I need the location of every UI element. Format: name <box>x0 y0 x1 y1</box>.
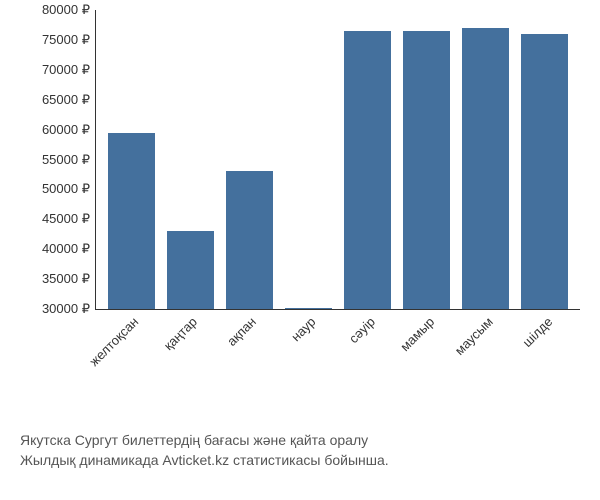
x-tick-label: мамыр <box>397 314 437 354</box>
y-tick-label: 45000 ₽ <box>42 211 96 227</box>
bar-slot <box>338 10 397 309</box>
bar-slot <box>161 10 220 309</box>
y-tick-label: 80000 ₽ <box>42 2 96 18</box>
caption-line-2: Жылдық динамикада Avticket.kz статистика… <box>20 450 580 470</box>
bar-slot <box>220 10 279 309</box>
bars-container <box>96 10 580 309</box>
bar-slot <box>515 10 574 309</box>
price-chart: 30000 ₽ 35000 ₽ 40000 ₽ 45000 ₽ 50000 ₽ 55000… <box>20 10 580 360</box>
bar <box>462 28 508 309</box>
y-tick-label: 60000 ₽ <box>42 122 96 138</box>
bar <box>285 308 331 309</box>
x-tick-label: ақпан <box>225 314 260 349</box>
x-tick-label: маусым <box>452 314 496 358</box>
y-tick-label: 75000 ₽ <box>42 32 96 48</box>
bar <box>108 133 154 309</box>
y-tick-label: 65000 ₽ <box>42 92 96 108</box>
x-tick-label: сәуір <box>346 314 378 346</box>
bar <box>344 31 390 309</box>
bar <box>167 231 213 309</box>
x-tick-label: наур <box>288 314 318 344</box>
bar-slot <box>397 10 456 309</box>
bar <box>521 34 567 309</box>
bar <box>226 171 272 309</box>
bar-slot <box>102 10 161 309</box>
y-tick-label: 30000 ₽ <box>42 301 96 317</box>
y-tick-label: 50000 ₽ <box>42 181 96 197</box>
y-tick-label: 35000 ₽ <box>42 271 96 287</box>
y-tick-label: 40000 ₽ <box>42 241 96 257</box>
chart-caption: Якутска Сургут билеттердің бағасы және қ… <box>20 430 580 471</box>
bar <box>403 31 449 309</box>
y-tick-label: 55000 ₽ <box>42 152 96 168</box>
x-axis-labels: желтоқсанқаңтарақпаннаурсәуірмамырмаусым… <box>95 310 580 360</box>
bar-slot <box>279 10 338 309</box>
caption-line-1: Якутска Сургут билеттердің бағасы және қ… <box>20 430 580 450</box>
x-tick-label: қаңтар <box>161 314 200 353</box>
x-tick-label: шілде <box>519 314 555 350</box>
bar-slot <box>456 10 515 309</box>
plot-area: 30000 ₽35000 ₽40000 ₽45000 ₽50000 ₽55000… <box>95 10 580 310</box>
y-tick-label: 70000 ₽ <box>42 62 96 78</box>
x-tick-label: желтоқсан <box>86 314 141 369</box>
